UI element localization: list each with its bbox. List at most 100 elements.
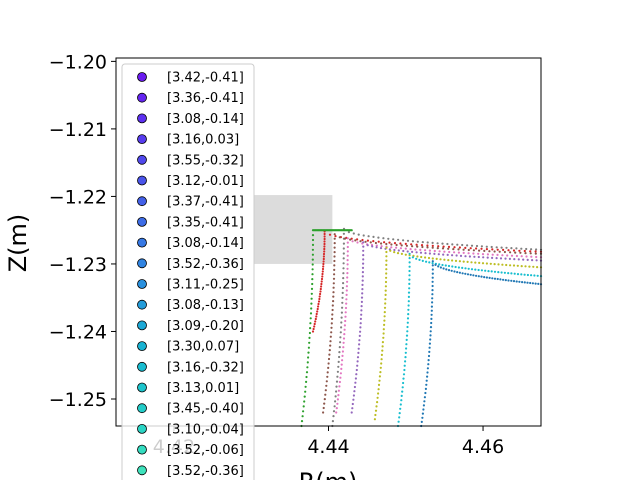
series-7 [420,260,543,428]
series-0-point [340,321,343,324]
series-4-point [415,251,418,254]
series-7-point [431,284,434,288]
series-6-point [411,256,414,259]
series-0-point [339,331,342,334]
series-7-point [431,301,434,304]
y-tick-label: −1.21 [49,119,107,141]
series-1-point [404,242,407,245]
series-2-point [333,242,336,245]
series-2-point [330,322,333,325]
series-6-point [408,282,411,285]
series-1-point [383,241,386,244]
series-2-point [493,250,496,253]
series-4-point [362,241,365,244]
series-0-point [331,420,334,423]
series-6-point [402,377,405,380]
series-6-point [431,262,434,265]
series-6-point [474,268,477,271]
series-7-point [431,264,434,267]
series-2-point [330,331,333,334]
series-7-point [512,280,516,283]
series-4-point [359,322,362,325]
series-6-point [520,273,523,276]
series-6-point [441,263,444,267]
series-2-point [447,247,450,250]
series-7-point [450,269,453,272]
series-5-point [516,264,519,267]
series-0-point [372,235,375,238]
series-8-point [302,405,305,408]
series-1-point [356,238,359,241]
series-1-point [507,249,510,252]
series-0-point [342,272,345,275]
series-2-point [503,250,506,254]
series-7-point [429,334,432,337]
series-0-point [357,233,360,236]
series-1-point [319,292,322,296]
series-0-point [335,390,338,393]
series-2-point [519,251,522,254]
series-6-point [401,390,404,393]
series-0-point [441,242,444,245]
series-0-point [341,296,344,299]
series-7-point [447,269,451,272]
series-2-point [327,362,330,365]
series-0-point [342,252,345,255]
series-6-point [425,260,428,263]
series-0-point [335,380,339,383]
series-2-point [325,384,328,387]
series-8-point [305,375,308,379]
series-4-point [353,385,356,389]
y-tick-label: −1.20 [49,51,107,73]
series-1-point [502,248,505,251]
series-2-point [329,335,332,338]
series-5-point [384,285,387,288]
series-8-point [311,234,315,237]
legend-label: [3.08,-0.14] [167,112,244,127]
series-5-point [379,366,382,369]
series-3-point [346,272,349,275]
series-3-point [419,248,422,251]
series-1-point [323,250,326,253]
legend-marker [137,279,147,289]
series-3-point [356,241,359,244]
x-axis-label: R(m) [299,468,358,480]
series-5-point [382,332,385,335]
series-3-point [395,246,398,249]
series-2-point [332,277,336,280]
series-0-point [336,370,339,373]
series-1-point [320,285,323,288]
series-4-point [428,252,431,255]
legend-marker [137,237,147,248]
series-7-point [424,387,427,390]
series-4-point [362,258,365,261]
series-8-point [310,292,313,295]
legend-label: [3.16,0.03] [167,133,239,148]
series-1-point [523,249,526,253]
series-4-point [433,252,436,255]
series-7-point [425,379,428,382]
series-1-point [317,302,320,306]
series-3-point [399,247,402,250]
x-tick-label: 4.44 [307,436,349,458]
series-3-point [344,306,348,310]
series-0-point [416,240,419,243]
series-4-point [361,275,364,278]
series-5-point [385,246,388,249]
series-2-point [329,344,332,347]
series-6-point [407,300,410,303]
series-1-point [399,242,402,245]
series-1-point [372,240,375,243]
series-7-point [477,275,480,278]
series-5-point [470,261,473,264]
series-1-point [323,242,326,246]
series-4-point [356,360,359,363]
series-3-point [344,315,347,318]
series-1-point [320,282,323,286]
series-5-point [380,358,383,361]
series-0-point [334,395,337,398]
series-1-point [323,247,326,251]
series-5-point [454,259,458,262]
series-5-point [378,375,381,378]
series-3-point [341,359,344,362]
